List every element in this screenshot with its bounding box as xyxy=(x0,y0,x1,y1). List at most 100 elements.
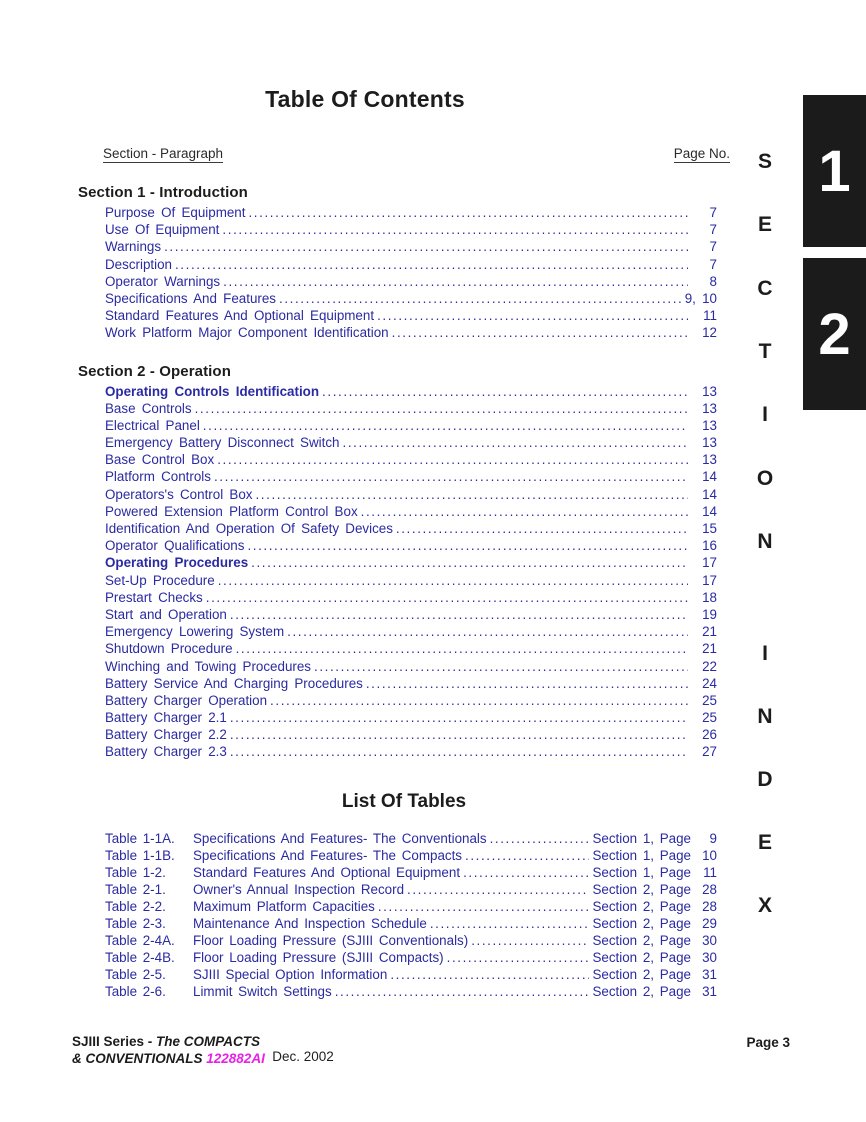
vertical-letter: C xyxy=(757,276,773,300)
table-section-ref: Section 2, Page xyxy=(592,933,691,949)
toc-entry-page: 9, 10 xyxy=(684,290,717,306)
dot-leader xyxy=(218,572,688,589)
list-of-tables-entry: Table 2-5. SJIII Special Option Informati… xyxy=(105,966,717,983)
footer-compacts-text: The COMPACTS xyxy=(156,1034,261,1049)
toc-entry-page: 13 xyxy=(702,383,717,399)
toc-entry-page: 8 xyxy=(709,273,717,289)
table-section-ref: Section 2, Page xyxy=(592,984,691,1000)
toc-entry-label: Specifications And Features xyxy=(105,290,276,306)
vertical-letter: N xyxy=(757,705,773,728)
dot-leader xyxy=(361,503,688,520)
toc-entry-label: Base Control Box xyxy=(105,452,215,468)
list-of-tables-entry: Table 2-4A. Floor Loading Pressure (SJIII… xyxy=(105,932,717,949)
dot-leader xyxy=(230,726,688,743)
dot-leader xyxy=(270,692,688,709)
toc-entry: Battery Service And Charging Procedures 2… xyxy=(105,675,717,692)
section-1-tab-number: 1 xyxy=(818,138,851,204)
toc-entry: Winching and Towing Procedures 22 xyxy=(105,658,717,675)
toc-entry-page: 7 xyxy=(709,205,717,220)
footer-model-line1: SJIII Series - The COMPACTS xyxy=(72,1033,265,1050)
toc-entry-page: 19 xyxy=(702,606,717,622)
dot-leader xyxy=(230,743,688,760)
table-number: Table 2-4B. xyxy=(105,950,175,966)
table-page: 28 xyxy=(702,881,717,897)
toc-section-2: Section 2 - Operation Operating Controls… xyxy=(78,363,730,761)
toc-entry-page: 14 xyxy=(702,486,717,502)
toc-entry-label: Winching and Towing Procedures xyxy=(105,658,311,674)
toc-entry-page: 13 xyxy=(702,417,717,433)
table-page: 29 xyxy=(702,916,717,932)
dot-leader xyxy=(392,324,688,341)
vertical-label-section: S E C T I O N xyxy=(750,150,780,554)
toc-entry-page: 11 xyxy=(703,308,717,324)
table-page: 31 xyxy=(702,984,717,1000)
dot-leader xyxy=(463,864,589,881)
toc-entry: Base Control Box 13 xyxy=(105,451,717,468)
table-number: Table 1-1B. xyxy=(105,847,175,863)
toc-entry-page: 18 xyxy=(702,589,717,605)
vertical-letter: I xyxy=(762,642,768,665)
toc-entry-page: 15 xyxy=(702,521,717,536)
section-heading: Section 2 - Operation xyxy=(78,362,231,380)
list-of-tables: List Of Tables Table 1-1A. Specifications… xyxy=(78,791,730,1001)
section-1-thumb-tab: 1 xyxy=(803,95,866,247)
toc-entry: Description 7 xyxy=(105,256,717,273)
table-title: Specifications And Features- The Convent… xyxy=(193,830,487,846)
table-title: Maximum Platform Capacities xyxy=(193,899,375,914)
toc-entry: Operating Procedures 17 xyxy=(105,554,717,571)
toc-entry-label: Operating Procedures xyxy=(105,555,249,571)
table-title: Standard Features And Optional Equipment xyxy=(193,864,461,880)
toc-entry-page: 17 xyxy=(702,572,717,588)
vertical-letter: N xyxy=(757,529,773,553)
toc-entry: Prestart Checks 18 xyxy=(105,589,717,606)
toc-entry-label: Operator Qualifications xyxy=(105,538,245,554)
dot-leader xyxy=(230,709,688,726)
toc-entry: Warnings 7 xyxy=(105,238,717,255)
toc-entry: Use Of Equipment 7 xyxy=(105,221,717,238)
column-header-section-paragraph: Section - Paragraph xyxy=(103,146,224,163)
toc-entry-label: Prestart Checks xyxy=(105,589,203,605)
dot-leader xyxy=(214,468,688,485)
toc-entry: Shutdown Procedure 21 xyxy=(105,640,717,657)
dot-leader xyxy=(407,881,589,898)
dot-leader xyxy=(203,417,688,434)
table-section-ref: Section 1, Page xyxy=(592,864,691,880)
dot-leader xyxy=(471,932,589,949)
toc-entry-label: Battery Charger 2.2 xyxy=(105,727,227,743)
toc-entry: Battery Charger Operation 25 xyxy=(105,692,717,709)
footer-page-number: Page 3 xyxy=(746,1035,790,1050)
table-page: 30 xyxy=(702,933,717,949)
toc-entry: Electrical Panel 13 xyxy=(105,417,717,434)
table-title: Limmit Switch Settings xyxy=(193,984,332,1000)
toc-entry-label: Emergency Battery Disconnect Switch xyxy=(105,435,340,451)
toc-column-header: Section - Paragraph Page No. xyxy=(103,146,730,163)
table-of-contents: Section - Paragraph Page No. Section 1 -… xyxy=(78,146,730,1001)
table-section-ref: Section 2, Page xyxy=(592,916,691,932)
toc-entry-page: 13 xyxy=(702,435,717,451)
table-title: Specifications And Features- The Compact… xyxy=(193,847,462,863)
toc-entry-label: Set-Up Procedure xyxy=(105,572,215,588)
footer-model-line2: & CONVENTIONALS 122882AI xyxy=(72,1050,265,1067)
vertical-letter: O xyxy=(756,466,774,490)
toc-entry-label: Use Of Equipment xyxy=(105,222,220,238)
toc-entry-page: 25 xyxy=(702,710,717,726)
table-title: Floor Loading Pressure (SJIII Convention… xyxy=(193,933,469,949)
table-number: Table 1-2. xyxy=(105,864,166,880)
toc-entry-page: 7 xyxy=(709,222,717,238)
list-of-tables-entry: Table 2-1. Owner's Annual Inspection Reco… xyxy=(105,881,717,898)
dot-leader xyxy=(195,400,688,417)
dot-leader xyxy=(175,256,688,273)
toc-entry-label: Battery Charger Operation xyxy=(105,692,268,708)
table-page: 28 xyxy=(702,899,717,914)
toc-entry-page: 27 xyxy=(702,744,717,760)
table-page: 11 xyxy=(703,864,717,880)
toc-entry: Platform Controls 14 xyxy=(105,468,717,485)
section-heading: Section 1 - Introduction xyxy=(78,184,248,201)
dot-leader xyxy=(247,537,688,554)
toc-entry-label: Operating Controls Identification xyxy=(105,383,320,399)
table-number: Table 1-1A. xyxy=(105,830,175,846)
dot-leader xyxy=(322,383,688,400)
page-title: Table Of Contents xyxy=(265,86,465,112)
dot-leader xyxy=(378,898,590,915)
dot-leader xyxy=(396,520,688,537)
